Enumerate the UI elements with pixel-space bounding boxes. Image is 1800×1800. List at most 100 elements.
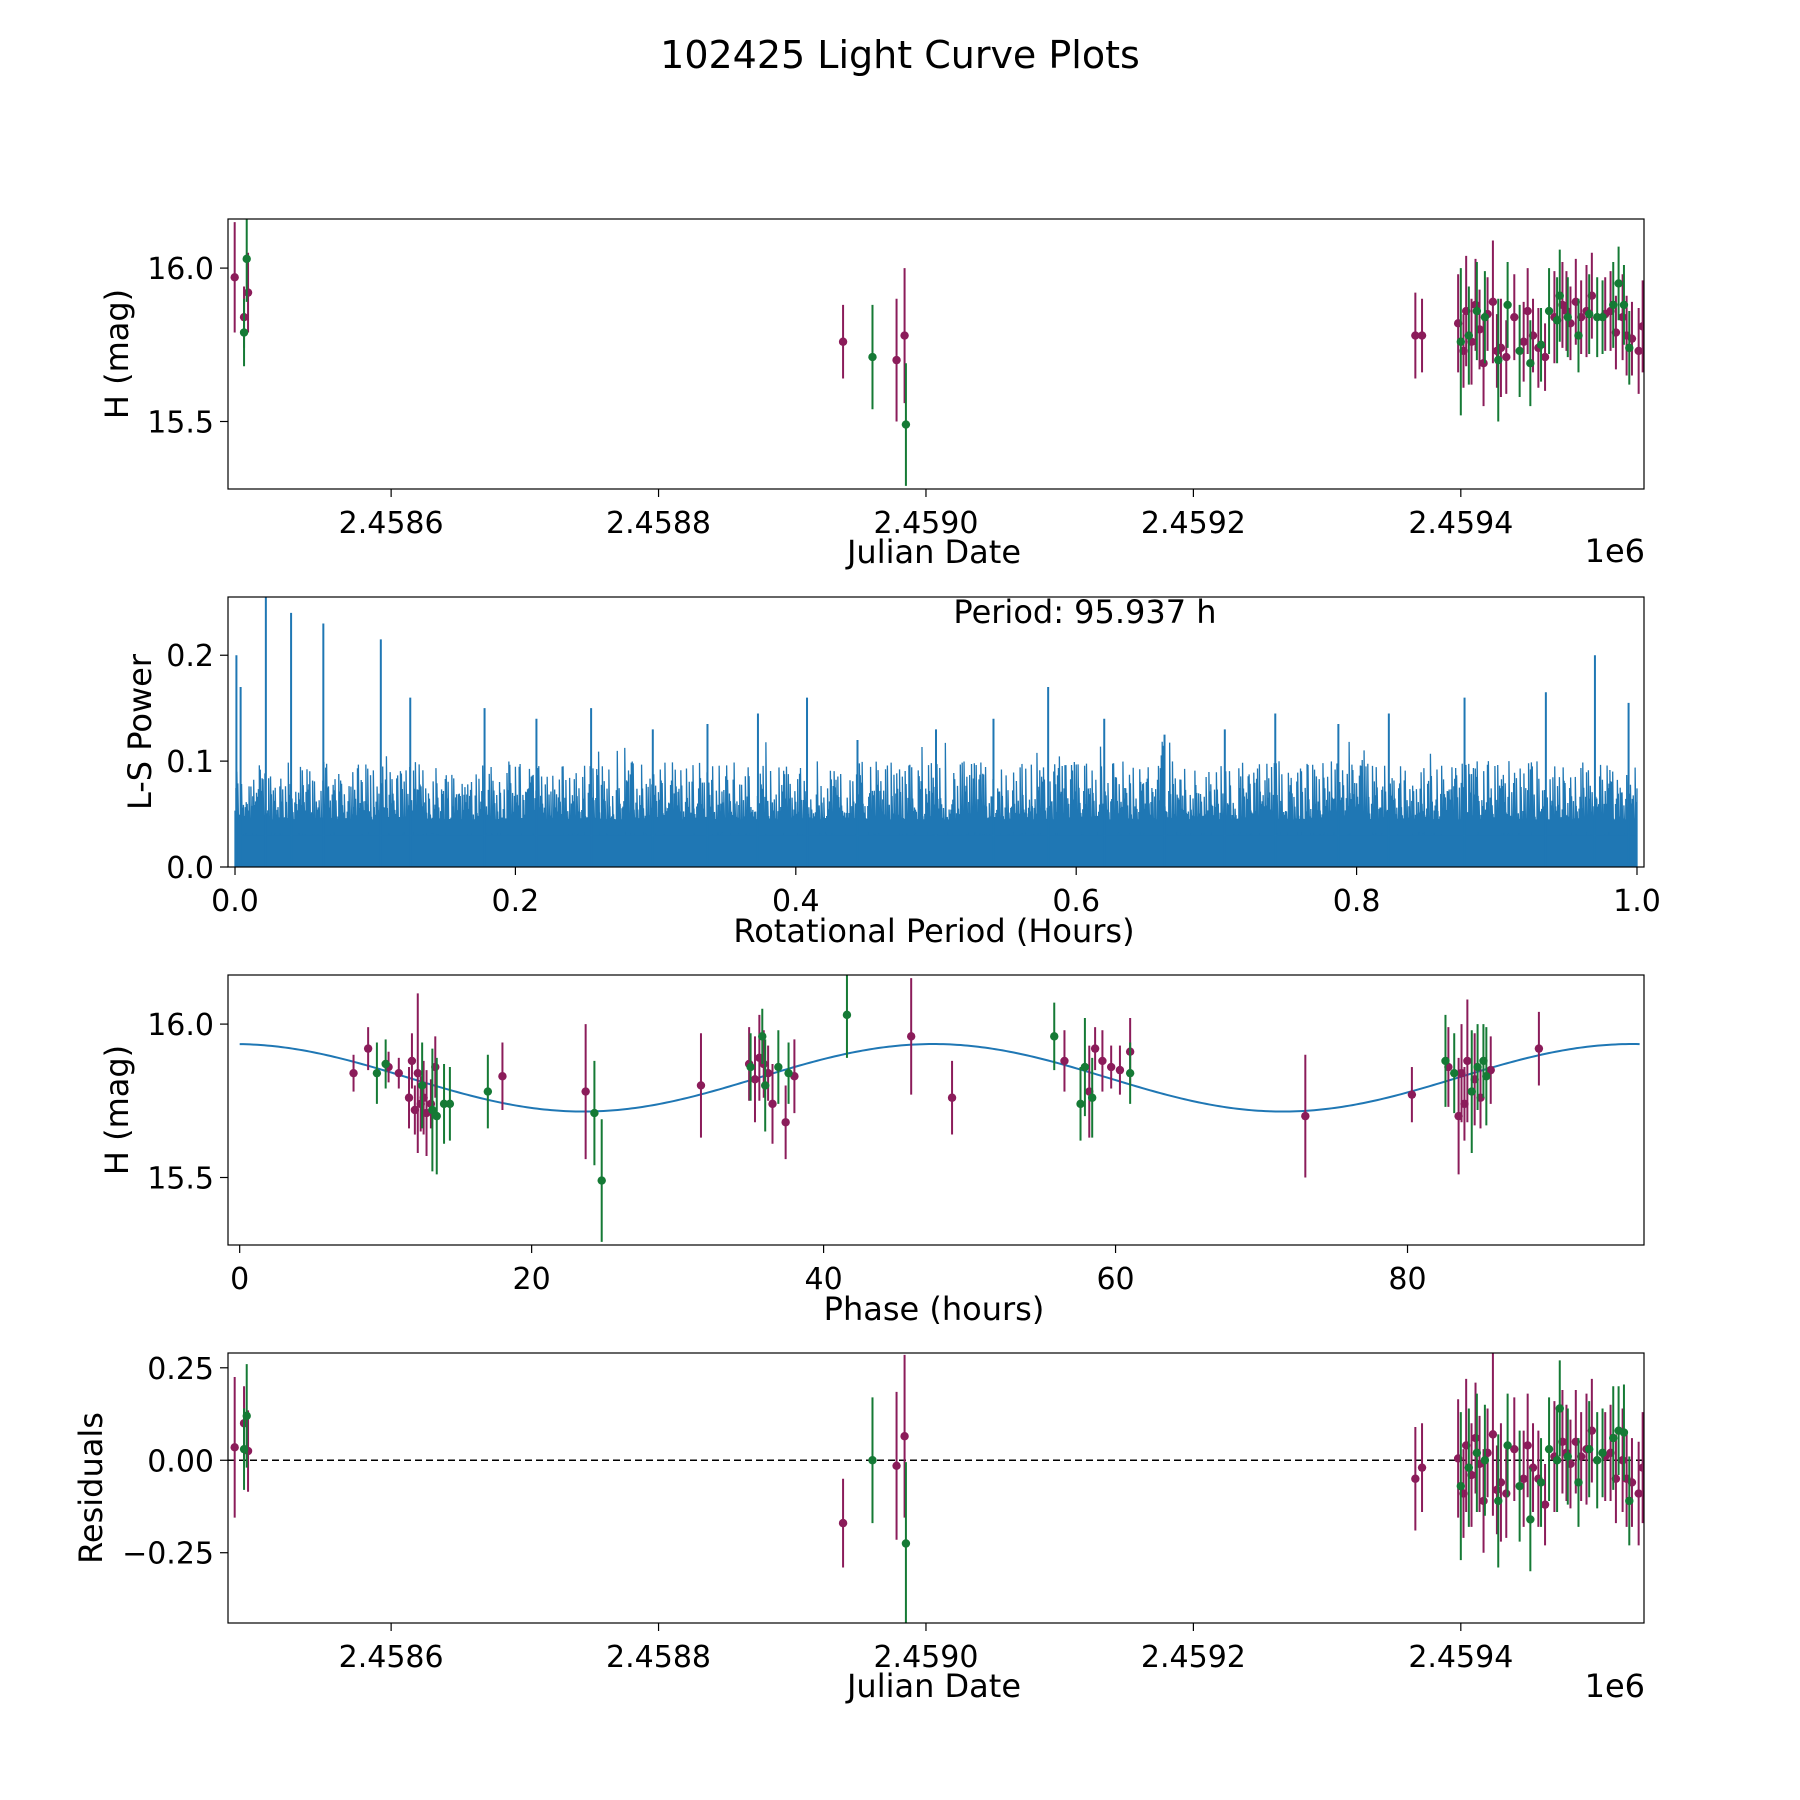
phase-point — [759, 1059, 768, 1069]
phase-point — [1407, 1090, 1417, 1099]
lc-point — [1526, 359, 1535, 368]
phase-point — [394, 1068, 403, 1078]
phase-point — [372, 1068, 382, 1078]
res-point — [242, 1411, 251, 1421]
phase-point — [947, 1093, 957, 1102]
lc-point — [1411, 331, 1420, 340]
res-point — [1574, 1478, 1583, 1487]
lc-frame — [227, 218, 1645, 490]
residuals-panel: Residuals Julian Date 1e6 2.4586 2.4588 2.… — [72, 1352, 1645, 1705]
phase-point — [1060, 1056, 1069, 1066]
lc-point — [838, 337, 848, 346]
res-point — [1634, 1489, 1643, 1498]
res-point — [1540, 1500, 1550, 1509]
lc-point — [1472, 306, 1482, 316]
lc-point — [1574, 331, 1583, 340]
lc-point — [1598, 312, 1607, 322]
res-point — [1625, 1496, 1634, 1506]
phase-xtick-label: 20 — [513, 1262, 551, 1297]
phase-point — [842, 1010, 852, 1020]
lc-point — [1638, 322, 1644, 331]
light-curve-panel: H (mag) Julian Date 1e6 2.4586 2.4588 2.45… — [98, 218, 1645, 571]
res-point — [1593, 1456, 1602, 1465]
phase-xtick-label: 80 — [1388, 1262, 1426, 1297]
res-point — [1638, 1463, 1644, 1472]
ls-xtick-label: 0.6 — [1052, 884, 1100, 919]
lc-point — [1523, 306, 1532, 316]
res-point — [1471, 1433, 1480, 1443]
res-xtick-label: 2.4592 — [1141, 1640, 1246, 1675]
lc-point — [243, 288, 253, 297]
res-ytick-label: −0.25 — [122, 1537, 214, 1572]
ls-ytick-label: 0.0 — [166, 851, 214, 886]
phase-marks — [349, 975, 1544, 1242]
lc-point — [1488, 297, 1498, 307]
res-point — [1515, 1481, 1524, 1491]
lc-ylabel: H (mag) — [98, 289, 136, 419]
res-xtick-label: 2.4594 — [1408, 1640, 1513, 1675]
phase-point — [590, 1108, 599, 1118]
res-point — [838, 1518, 848, 1528]
phase-point — [445, 1099, 455, 1109]
res-point — [1598, 1448, 1607, 1458]
res-point — [1519, 1474, 1528, 1483]
phase-ytick-label: 16.0 — [147, 1008, 214, 1043]
lc-ytick-label: 15.5 — [147, 406, 214, 441]
res-point — [901, 1539, 911, 1548]
res-marks — [230, 1353, 1644, 1623]
lc-point — [1544, 306, 1554, 316]
phase-point — [417, 1081, 427, 1090]
res-point — [1552, 1456, 1562, 1465]
lc-point — [1584, 309, 1594, 319]
lc-point — [239, 328, 249, 337]
ls-ytick-label: 0.1 — [166, 745, 214, 780]
ls-xlabel: Rotational Period (Hours) — [733, 912, 1134, 950]
ls-xtick-label: 1.0 — [1613, 884, 1661, 919]
phase-frame — [227, 974, 1645, 1246]
res-point — [1536, 1478, 1546, 1487]
res-ytick-label: 0.25 — [147, 1352, 214, 1387]
lc-ytick-label: 16.0 — [147, 252, 214, 287]
lc-point — [1614, 279, 1623, 288]
res-point — [1609, 1433, 1618, 1443]
res-point — [900, 1432, 909, 1441]
res-point — [1544, 1444, 1554, 1454]
lc-point — [242, 254, 251, 264]
res-point — [1503, 1441, 1512, 1450]
phase-ytick-label: 15.5 — [147, 1162, 214, 1197]
lc-point — [892, 355, 901, 365]
lc-point — [900, 331, 909, 340]
res-point — [1417, 1463, 1427, 1472]
lc-point — [1634, 346, 1643, 356]
lc-xtick-label: 2.4590 — [873, 506, 978, 541]
phase-panel: H (mag) Phase (hours) 0 20 40 60 80 15.5 16.0 — [98, 974, 1645, 1328]
phase-point — [498, 1072, 507, 1081]
res-point — [892, 1461, 901, 1471]
phase-point — [581, 1087, 590, 1096]
lc-point — [1555, 291, 1564, 300]
res-point — [1411, 1474, 1420, 1483]
ls-ylabel: L-S Power — [121, 653, 159, 810]
res-ylabel: Residuals — [72, 1412, 110, 1564]
phase-point — [1106, 1062, 1116, 1072]
lc-point — [1503, 300, 1512, 310]
lc-point — [1625, 343, 1634, 353]
phase-model-curve — [239, 1043, 1640, 1113]
res-ytick-label: 0.00 — [147, 1444, 214, 1479]
lc-point — [1519, 337, 1528, 346]
phase-point — [774, 1062, 783, 1072]
phase-xtick-label: 40 — [805, 1262, 843, 1297]
res-frame — [227, 1352, 1645, 1624]
res-point — [1563, 1452, 1572, 1461]
res-point — [1479, 1496, 1488, 1506]
ls-ytick-label: 0.2 — [166, 639, 214, 674]
ls-xtick-label: 0.4 — [772, 884, 820, 919]
res-point — [1488, 1430, 1498, 1439]
phase-point — [439, 1099, 449, 1109]
res-xlabel: Julian Date — [845, 1667, 1021, 1705]
lc-xtick-label: 2.4592 — [1141, 506, 1246, 541]
res-point — [230, 1443, 239, 1452]
phase-point — [1125, 1068, 1135, 1078]
lc-point — [1515, 346, 1524, 356]
res-point — [1510, 1444, 1519, 1454]
